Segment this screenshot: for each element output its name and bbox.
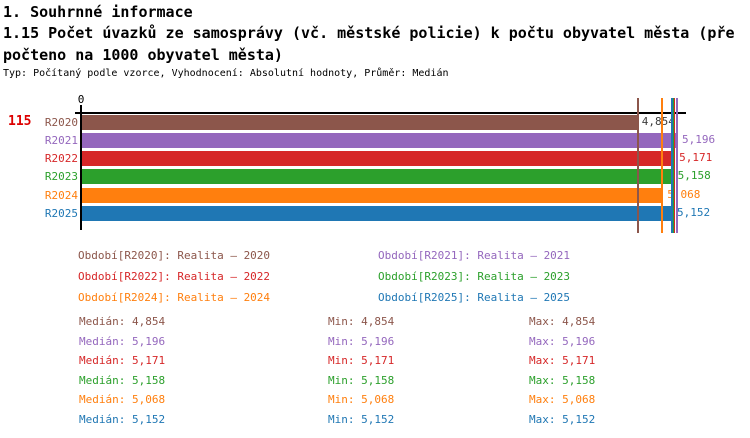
bar-value-label: 5,152: [677, 206, 711, 219]
bar-r2025: [82, 206, 672, 221]
bar-r2020: [82, 114, 638, 130]
bar-value-label: 5,068: [667, 187, 701, 201]
bar-category-label: R2024: [44, 188, 78, 202]
legend-item: Období[R2022]: Realita – 2022: [78, 270, 271, 283]
stat-min: Min: 5,152: [328, 412, 395, 426]
bar-category-label: R2021: [44, 133, 78, 147]
x-axis-line: [75, 112, 686, 114]
stat-min: Min: 5,158: [328, 373, 395, 387]
stat-median: Medián: 5,196: [79, 334, 166, 348]
x-axis-zero-label: 0: [77, 93, 85, 106]
bar-value-label: 5,158: [677, 169, 711, 183]
y-axis-line: [80, 105, 82, 230]
section-title: 1. Souhrnné informace: [3, 3, 193, 21]
bar-category-label: R2020: [44, 115, 78, 129]
bar-value-label: 4,854: [638, 114, 678, 129]
legend-item: Období[R2021]: Realita – 2021: [378, 249, 571, 262]
stat-median: Medián: 5,171: [79, 354, 166, 367]
bar-value-label: 5,171: [679, 151, 713, 165]
bar-r2023: [82, 169, 673, 185]
stat-min: Min: 5,171: [328, 354, 395, 367]
stat-max: Max: 5,171: [529, 354, 596, 367]
bar-category-label: R2022: [44, 152, 78, 166]
median-marker-line: [676, 98, 678, 233]
median-marker-line: [673, 98, 676, 233]
stat-max: Max: 5,196: [529, 334, 596, 348]
legend-item: Období[R2025]: Realita – 2025: [378, 291, 571, 304]
stat-min: Min: 5,196: [328, 334, 395, 348]
stat-max: Max: 4,854: [529, 315, 596, 328]
chart-subtitle-line2: počteno na 1000 obyvatel města): [3, 46, 283, 64]
bar-category-label: R2025: [44, 207, 78, 220]
stat-min: Min: 5,068: [328, 393, 395, 406]
stat-max: Max: 5,158: [529, 373, 596, 387]
stat-min: Min: 4,854: [328, 315, 395, 328]
stat-max: Max: 5,068: [529, 393, 596, 406]
median-marker-line: [671, 98, 673, 233]
stat-median: Medián: 5,152: [79, 412, 166, 426]
bar-r2022: [82, 151, 675, 167]
row-number-badge: 115: [8, 114, 32, 129]
bar-r2024: [82, 187, 663, 203]
bar-category-label: R2023: [44, 170, 78, 184]
legend-item: Období[R2024]: Realita – 2024: [78, 291, 271, 304]
bar-r2021: [82, 132, 677, 148]
chart-meta-line: Typ: Počítaný podle vzorce, Vyhodnocení:…: [3, 68, 449, 79]
median-marker-line: [636, 98, 639, 233]
stat-median: Medián: 5,068: [79, 393, 166, 406]
median-marker-line: [661, 98, 664, 233]
stat-median: Medián: 5,158: [79, 373, 166, 387]
stat-median: Medián: 4,854: [79, 315, 166, 328]
stat-max: Max: 5,152: [529, 412, 596, 426]
bar-value-label: 5,196: [682, 132, 716, 146]
chart-subtitle-line1: 1.15 Počet úvazků ze samosprávy (vč. měs…: [3, 24, 735, 42]
legend-item: Období[R2023]: Realita – 2023: [378, 270, 571, 283]
legend-item: Období[R2020]: Realita – 2020: [78, 249, 271, 262]
